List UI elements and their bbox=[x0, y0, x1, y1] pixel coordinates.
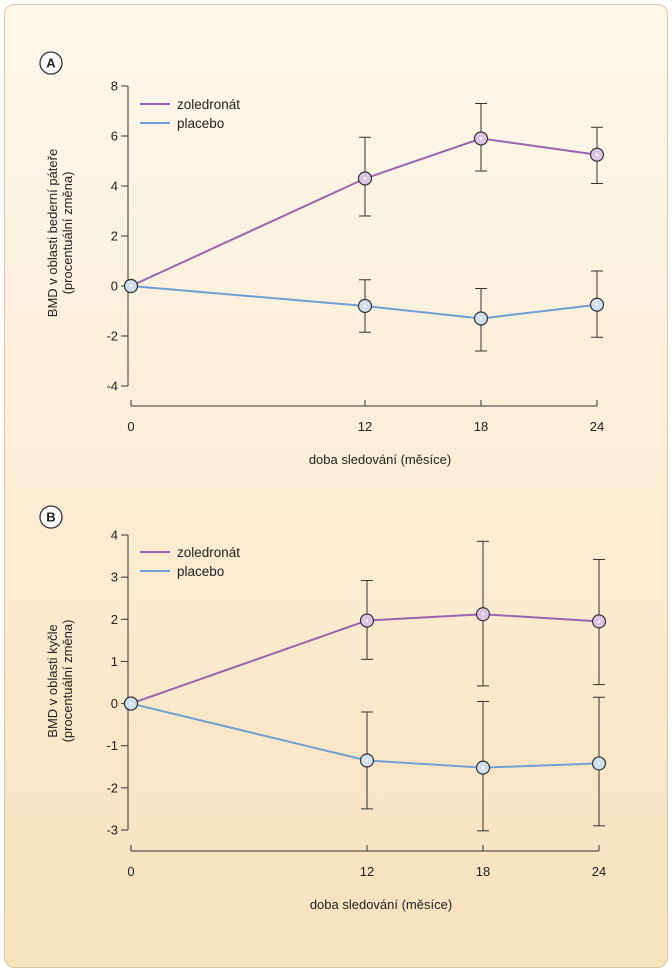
panel-a-x-tick-label: 18 bbox=[474, 419, 488, 434]
panel-b-series-zoledronat-point-center bbox=[597, 620, 601, 623]
panel-a-legend-label: zoledronát bbox=[177, 97, 240, 112]
panel-b-y-axis-title-line: (procentuální změna) bbox=[60, 620, 75, 743]
panel-b-x-tick-label: 12 bbox=[360, 864, 374, 879]
panel-a-y-axis-title-line: BMD v oblasti bederní páteře bbox=[45, 149, 60, 317]
panel-b-series-placebo-point-center bbox=[365, 759, 369, 762]
panel-b-badge bbox=[39, 505, 63, 529]
panel-a-y-tick-label: 8 bbox=[111, 79, 118, 94]
panel-b-y-axis-title: BMD v oblasti kyčle(procentuální změna) bbox=[45, 620, 75, 743]
panel-b-series-placebo-point-center bbox=[481, 766, 485, 769]
panel-b-y-tick-label: 0 bbox=[111, 696, 118, 711]
panel-b-series-zoledronat-line bbox=[130, 613, 600, 705]
panel-b-x-tick-label: 0 bbox=[127, 864, 134, 879]
panel-a-series-placebo-point-center bbox=[595, 303, 599, 306]
panel-b-series-zoledronat-point-center bbox=[481, 613, 485, 616]
panel-a-series-placebo-point-center bbox=[479, 317, 483, 320]
panel-b-y-tick-label: 4 bbox=[111, 528, 118, 543]
panel-b-series-placebo-point-center bbox=[597, 762, 601, 765]
panel-b-x-axis-title: doba sledování (měsíce) bbox=[310, 897, 452, 912]
panel-b-legend-label: placebo bbox=[177, 564, 224, 579]
panel-a-series-zoledronat-line bbox=[130, 137, 598, 287]
panel-a-y-tick-label: 2 bbox=[111, 229, 118, 244]
panel-b-y-axis-title-line: BMD v oblasti kyčle bbox=[45, 624, 60, 737]
panel-b-y-tick-label: -1 bbox=[106, 738, 118, 753]
panel-a-legend-label: placebo bbox=[177, 116, 224, 131]
panel-a-y-tick-label: -4 bbox=[106, 379, 118, 394]
panel-b-letter: B bbox=[46, 510, 55, 525]
panel-a-x-tick-label: 12 bbox=[358, 419, 372, 434]
panel-a-series-placebo-line bbox=[130, 285, 598, 320]
panel-a-x-tick-label: 0 bbox=[127, 419, 134, 434]
panel-a-x-axis-title: doba sledování (měsíce) bbox=[309, 452, 451, 467]
panel-b-x-tick-label: 18 bbox=[476, 864, 490, 879]
chart-panel-b: B 4 3 2 1 0 -1 -2 -3 0 12 18 24 doba sledování (měsíc… bbox=[39, 505, 606, 912]
panel-a-series-placebo-point-center bbox=[129, 284, 133, 288]
chart-panel-a: A 8 6 4 2 0 -2 -4 0 12 18 24 doba sledování (měsíce)… bbox=[39, 51, 604, 467]
panel-b-series-placebo-point-center bbox=[129, 702, 133, 705]
panel-a-y-tick-label: 0 bbox=[111, 279, 118, 294]
panel-a-y-tick-label: 4 bbox=[111, 179, 118, 194]
panel-a-series-zoledronat-point-center bbox=[595, 153, 599, 156]
panel-b-y-tick-label: -3 bbox=[106, 823, 118, 838]
panel-b-y-tick-label: 2 bbox=[111, 612, 118, 627]
panel-a-x-tick-label: 24 bbox=[590, 419, 604, 434]
panel-b-y-tick-label: -2 bbox=[106, 780, 118, 795]
panel-b-legend-label: zoledronát bbox=[177, 545, 240, 560]
panel-a-series-zoledronat-point-center bbox=[363, 177, 367, 180]
panel-b-series-zoledronat-point-center bbox=[365, 619, 369, 622]
panel-a-badge bbox=[39, 51, 63, 75]
panel-b-y-tick-label: 1 bbox=[111, 654, 118, 669]
panel-a-y-tick-label: -2 bbox=[106, 329, 118, 344]
panel-b-y-tick-label: 3 bbox=[111, 570, 118, 585]
panel-b-x-tick-label: 24 bbox=[592, 864, 606, 879]
panel-a-y-tick-label: 6 bbox=[111, 129, 118, 144]
panel-b-series-placebo-line bbox=[130, 702, 600, 769]
panel-a-letter: A bbox=[46, 56, 56, 71]
figure-frame: A 8 6 4 2 0 -2 -4 0 12 18 24 doba sledování (měsíce)… bbox=[4, 4, 668, 968]
panel-a-series-placebo-point-center bbox=[363, 304, 367, 308]
panel-a-y-axis-title-line: (procentuální změna) bbox=[60, 172, 75, 295]
panel-a-series-zoledronat-point-center bbox=[479, 137, 483, 140]
panel-a-y-axis-title: BMD v oblasti bederní páteře(procentuáln… bbox=[45, 149, 75, 317]
